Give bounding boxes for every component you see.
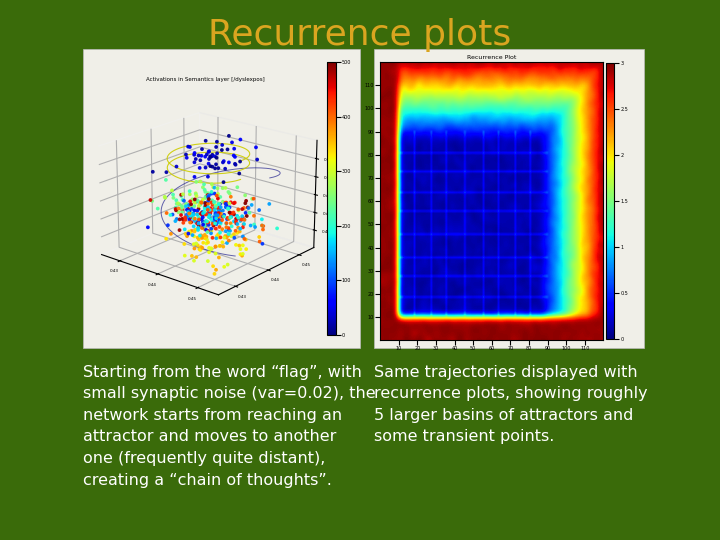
Bar [374,49,644,348]
Title: Recurrence Plot: Recurrence Plot [467,55,516,60]
Bar [83,49,360,348]
Text: Same trajectories displayed with
recurrence plots, showing roughly
5 larger basi: Same trajectories displayed with recurre… [374,364,648,444]
Text: Recurrence plots: Recurrence plots [208,18,512,52]
Text: Starting from the word “flag”, with
small synaptic noise (var=0.02), the
network: Starting from the word “flag”, with smal… [83,364,375,488]
Title: Activations in Semantics layer [/dyslexpos]: Activations in Semantics layer [/dyslexp… [146,77,264,82]
